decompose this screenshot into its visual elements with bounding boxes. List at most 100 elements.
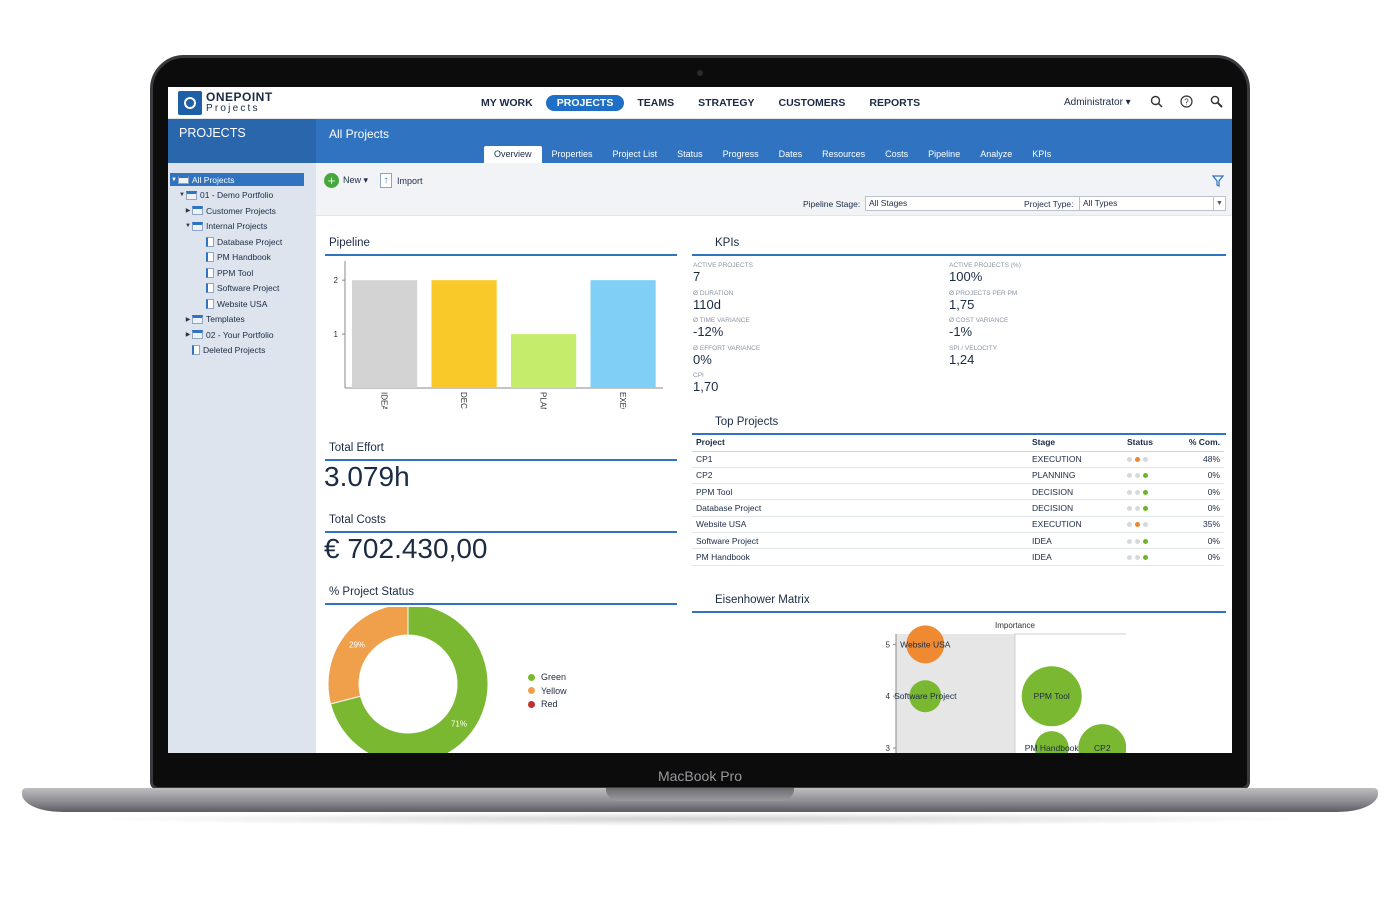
table-row[interactable]: PPM Tool DECISION 0% [692, 483, 1224, 501]
sidebar-item-internal-projects[interactable]: ▼ Internal Projects [184, 220, 267, 233]
percent-complete-cell: 0% [1178, 467, 1224, 485]
tab-properties[interactable]: Properties [551, 149, 593, 159]
bubble-software-project[interactable] [909, 680, 942, 713]
tab-overview[interactable]: Overview [484, 146, 542, 163]
new-button-label: New ▾ [343, 175, 369, 185]
tab-bar: Overview Properties Project List Status Prog… [484, 146, 1061, 163]
search-icon[interactable] [1149, 95, 1163, 109]
pipeline-stage-value: All Stages [869, 198, 908, 208]
sidebar-item-pm-handbook[interactable]: PM Handbook [198, 251, 271, 264]
kpi-label: Ø EFFORT VARIANCE [693, 344, 761, 352]
bubble-ppm-tool[interactable] [1021, 666, 1082, 727]
bar-planning[interactable] [511, 334, 577, 388]
status-dot [1127, 506, 1132, 512]
status-dot [1135, 538, 1140, 544]
sidebar-item-ppm-tool[interactable]: PPM Tool [198, 266, 253, 279]
panel-divider [325, 459, 677, 461]
legend-item-red[interactable]: Red [528, 699, 558, 709]
table-row[interactable]: Database Project DECISION 0% [692, 499, 1224, 517]
expand-toggle-icon[interactable]: ▶ [185, 208, 191, 214]
slice-label: 29% [349, 640, 365, 649]
tab-analyze[interactable]: Analyze [980, 149, 1013, 159]
zoom-icon[interactable] [1209, 95, 1223, 109]
project-type-select[interactable]: All Types ▼ [1079, 196, 1226, 211]
stage-cell: EXECUTION [1028, 451, 1123, 468]
app-logo[interactable]: ONEPOINT Projects [178, 91, 273, 115]
import-icon: ↑ [380, 173, 392, 188]
bubble-cp2[interactable] [1078, 724, 1126, 753]
slice-yellow[interactable] [327, 607, 409, 705]
table-row[interactable]: Website USA EXECUTION 35% [692, 516, 1224, 533]
tab-kpis[interactable]: KPIs [1032, 149, 1052, 159]
tab-status[interactable]: Status [677, 149, 703, 159]
expand-toggle-icon[interactable]: ▶ [185, 332, 191, 338]
section-title: PROJECTS [179, 126, 246, 140]
project-name-cell: Website USA [692, 516, 1028, 533]
user-menu[interactable]: Administrator ▾ [1064, 97, 1131, 108]
tab-dates[interactable]: Dates [778, 149, 803, 159]
sidebar-item-website-usa[interactable]: Website USA [198, 297, 267, 310]
filter-icon[interactable] [1211, 175, 1225, 190]
kpi-label: SPI / VELOCITY [949, 344, 998, 352]
table-row[interactable]: CP2 PLANNING 0% [692, 467, 1224, 485]
expand-toggle-icon[interactable]: ▼ [185, 223, 191, 229]
nav-teams[interactable]: TEAMS [637, 97, 675, 109]
column-header-project[interactable]: Project [692, 434, 1028, 452]
sidebar-item-deleted-projects[interactable]: Deleted Projects [184, 344, 265, 357]
table-row[interactable]: Software Project IDEA 0% [692, 532, 1224, 550]
import-button[interactable]: ↑ Import [380, 173, 423, 188]
column-header-percent-complete[interactable]: % Com. [1178, 434, 1224, 452]
kpi-label: ACTIVE PROJECTS (%) [949, 262, 1021, 269]
expand-toggle-icon[interactable]: ▶ [185, 316, 191, 323]
logo-icon [178, 91, 202, 115]
sidebar-item-customer-projects[interactable]: ▶ Customer Projects [184, 204, 276, 217]
sidebar-item-templates[interactable]: ▶ Templates [184, 313, 245, 326]
expand-toggle-icon[interactable]: ▼ [171, 176, 177, 183]
kpi-label: Ø PROJECTS PER PM [949, 289, 1018, 297]
tab-progress[interactable]: Progress [722, 149, 759, 159]
top-projects-table: Project Stage Status % Com. CP1 EXECUTION… [692, 434, 1224, 566]
column-header-status[interactable]: Status [1123, 434, 1178, 452]
slice-green[interactable] [329, 607, 489, 753]
portfolio-icon [178, 175, 189, 184]
nav-strategy[interactable]: STRATEGY [698, 97, 755, 109]
bar-idea[interactable] [352, 280, 418, 388]
laptop-shadow [80, 812, 1320, 826]
bar-decision[interactable] [431, 280, 497, 388]
kpi-value: 7 [693, 269, 701, 284]
stage-cell: DECISION [1028, 483, 1123, 501]
nav-projects[interactable]: PROJECTS [545, 95, 625, 111]
legend-item-green[interactable]: Green [528, 672, 566, 682]
column-header-stage[interactable]: Stage [1028, 434, 1123, 452]
tab-project-list[interactable]: Project List [612, 149, 658, 159]
nav-reports[interactable]: REPORTS [869, 97, 921, 109]
tab-resources[interactable]: Resources [822, 149, 866, 159]
bar-execution[interactable] [590, 280, 656, 388]
status-traffic-light-icon [1127, 473, 1148, 479]
sidebar-item-02-your-portfolio[interactable]: ▶ 02 - Your Portfolio [184, 328, 274, 341]
table-row[interactable]: PM Handbook IDEA 0% [692, 548, 1224, 566]
help-icon[interactable]: ? [1179, 95, 1193, 109]
sidebar-item-all-projects[interactable]: ▼ All Projects [170, 173, 304, 186]
sidebar-item-label: PM Handbook [217, 252, 271, 262]
status-traffic-light-icon [1127, 457, 1148, 463]
status-traffic-light-icon [1127, 506, 1148, 512]
tab-pipeline[interactable]: Pipeline [928, 149, 961, 159]
nav-customers[interactable]: CUSTOMERS [778, 97, 846, 109]
bubble-website-usa[interactable] [906, 625, 945, 664]
project-icon [206, 283, 214, 293]
sidebar-item-01-demo-portfolio[interactable]: ▼ 01 - Demo Portfolio [178, 189, 273, 202]
nav-my-work[interactable]: MY WORK [481, 97, 533, 109]
status-dot [1143, 538, 1148, 544]
bubble-pm-handbook[interactable] [1034, 731, 1069, 753]
new-button[interactable]: + New ▾ [324, 173, 368, 188]
sidebar-item-software-project[interactable]: Software Project [198, 282, 279, 295]
tab-costs[interactable]: Costs [885, 149, 909, 159]
table-row[interactable]: CP1 EXECUTION 48% [692, 451, 1224, 468]
portfolio-icon [192, 221, 203, 231]
legend-item-yellow[interactable]: Yellow [528, 686, 567, 696]
expand-toggle-icon[interactable]: ▼ [179, 192, 185, 198]
bubble-label: CP2 [1094, 743, 1111, 753]
bubble-label: PM Handbook [1025, 743, 1080, 753]
sidebar-item-database-project[interactable]: Database Project [198, 235, 282, 248]
